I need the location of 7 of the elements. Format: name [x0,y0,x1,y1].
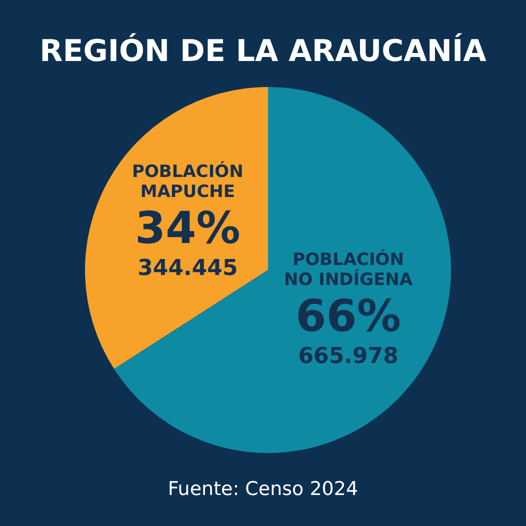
pie-slice [114,87,451,453]
data-label: 34% 344.445 [135,203,240,282]
slice-label: POBLACIÓN NO INDÍGENA [284,248,414,290]
data-label: 66% 665.978 [296,290,401,369]
slice-label: POBLACIÓN MAPUCHE [132,161,244,202]
source-note: Fuente: Censo 2024 [166,478,360,500]
chart-title: REGIÓN DE LA ARAUCANÍA [38,34,488,69]
